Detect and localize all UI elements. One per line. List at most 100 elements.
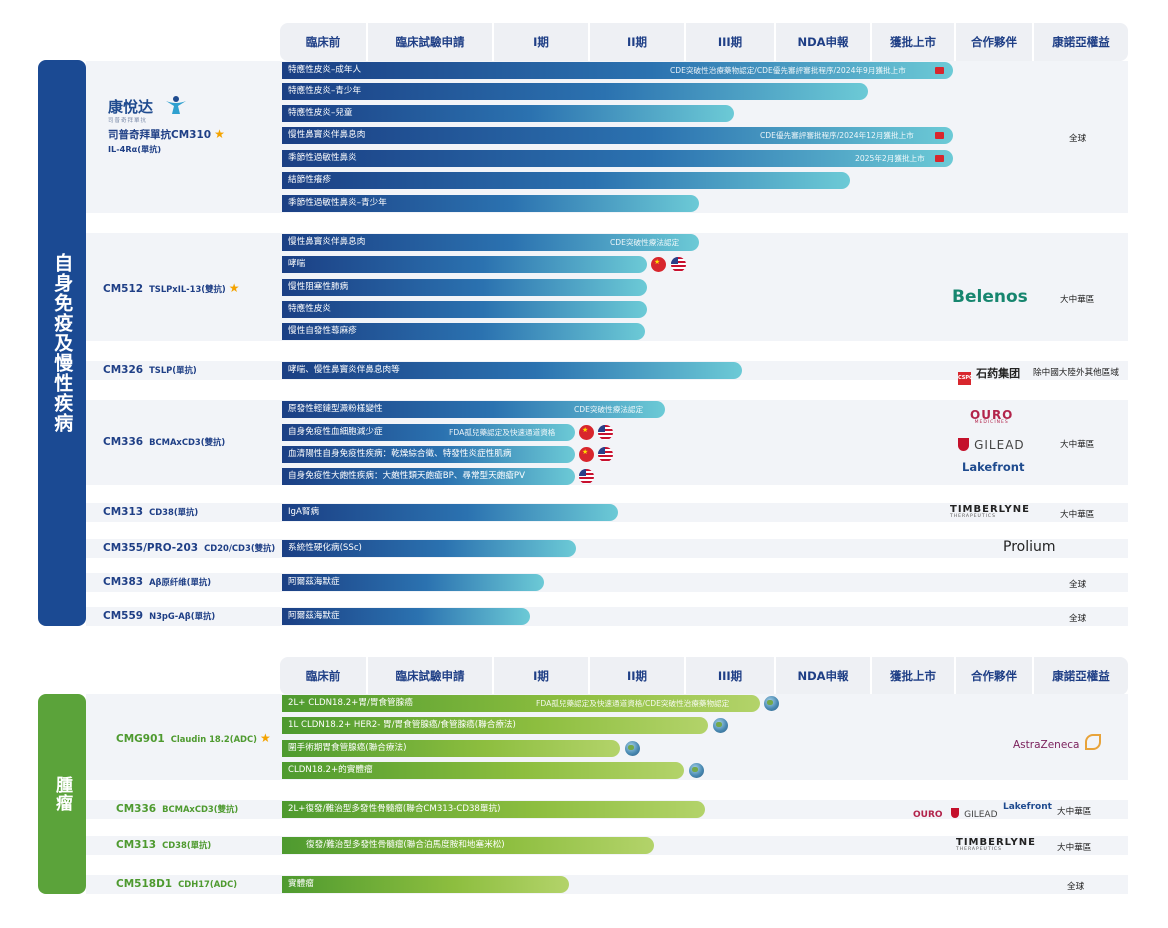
- gilead-shield-icon: [951, 808, 959, 818]
- cspc-logo: CSPC 石药集团: [958, 362, 1020, 385]
- bar-cm310-ad-adult: 特應性皮炎–成年人: [282, 62, 953, 79]
- cm559-target: N3pG-Aβ(單抗): [149, 611, 216, 621]
- timberlyne-logo: TIMBERLYNE THERAPEUTICS: [950, 504, 1030, 519]
- china-flag-icon: [579, 447, 594, 462]
- bar-cm512-csu: 慢性自發性蕁麻疹: [282, 323, 645, 340]
- bar-label: 實體瘤: [288, 879, 314, 889]
- cm336-name: CM336 BCMAxCD3(雙抗): [103, 436, 225, 448]
- timberlyne-name: TIMBERLYNE: [956, 837, 1036, 848]
- cm355-name: CM355/PRO-203 CD20/CD3(雙抗): [103, 542, 275, 554]
- bar-cm313: IgA腎病: [282, 504, 618, 521]
- cm310-title: 司普奇拜單抗CM310: [108, 129, 212, 141]
- header-row-immune: 臨床前 臨床試驗申請 I期 II期 III期 NDA申報 獲批上市 合作夥伴 康…: [280, 23, 1128, 61]
- bar-onc-cm336: 2L+復發/難治型多發性骨髓瘤(聯合CM313-CD38單抗): [282, 801, 705, 818]
- bar-label: 自身免疫性血細胞減少症: [288, 427, 383, 437]
- header-phase3: III期: [717, 35, 743, 49]
- bar-label: 哮喘、慢性鼻竇炎伴鼻息肉等: [288, 365, 400, 375]
- header-row-oncology: 臨床前 臨床試驗申請 I期 II期 III期 NDA申報 獲批上市 合作夥伴 康…: [280, 657, 1128, 695]
- onc-cm313-rights: 大中華區: [1057, 843, 1092, 853]
- china-flag-icon: [651, 257, 666, 272]
- onc-cm313-title: CM313: [116, 839, 157, 851]
- cm310-name: 司普奇拜單抗CM310 ★: [108, 127, 225, 142]
- lakefront-logo: Lakefront: [962, 460, 1025, 474]
- bar-cm336-aic: 自身免疫性血細胞減少症: [282, 424, 575, 441]
- cm383-target: Aβ原纤维(單抗): [149, 577, 212, 587]
- gilead-logo: GILEAD: [958, 434, 1025, 453]
- bar-cmg901-solid: CLDN18.2+的實體瘤: [282, 762, 684, 779]
- cm326-target: TSLP(單抗): [149, 365, 197, 375]
- header-divider: [492, 23, 494, 61]
- bar-cm326: 哮喘、慢性鼻竇炎伴鼻息肉等: [282, 362, 742, 379]
- bar-label: 哮喘: [288, 259, 306, 269]
- group-cm383: [86, 573, 1128, 592]
- cm313-name: CM313 CD38(單抗): [103, 506, 198, 518]
- header-divider: [954, 657, 956, 695]
- cm512-name: CM512 TSLPxIL-13(雙抗) ★: [103, 281, 239, 295]
- cm326-name: CM326 TSLP(單抗): [103, 364, 197, 376]
- header-divider: [684, 23, 686, 61]
- cm310-target: IL-4Rα(單抗): [108, 144, 162, 154]
- header-preclinical: 臨床前: [305, 669, 341, 683]
- gilead-logo: GILEAD: [951, 802, 998, 821]
- cm383-title: CM383: [103, 576, 144, 588]
- header-phase2: II期: [626, 35, 648, 49]
- header-divider: [1032, 23, 1034, 61]
- cm518d1-name: CM518D1 CDH17(ADC): [116, 878, 237, 890]
- cm310-brand-logo: 康悅达 司普奇拜單抗: [108, 95, 188, 124]
- header-divider: [366, 657, 368, 695]
- bar-cm336-al: 原發性輕鏈型澱粉樣變性: [282, 401, 665, 418]
- cspc-mark-icon: CSPC: [958, 372, 973, 385]
- star-icon: ★: [214, 127, 225, 141]
- header-divider: [870, 23, 872, 61]
- header-divider: [684, 657, 686, 695]
- china-flag-icon: [579, 425, 594, 440]
- astrazeneca-logo: AstraZeneca: [1013, 733, 1101, 752]
- bar-onc-cm313: 復發/難治型多發性骨髓瘤(聯合泊馬度胺和地塞米松): [282, 837, 654, 854]
- cm313-rights: 大中華區: [1060, 510, 1095, 520]
- bar-label: 血清陽性自身免疫性疾病：乾燥綜合徵、特發性炎症性肌病: [288, 449, 512, 459]
- bar-cm383: 阿爾茲海默症: [282, 574, 544, 591]
- gilead-name: GILEAD: [974, 438, 1025, 452]
- header-rights: 康諾亞權益: [1052, 35, 1110, 49]
- bar-label: 圍手術期胃食管腺癌(聯合療法): [288, 743, 407, 753]
- bar-label: 復發/難治型多發性骨髓瘤(聯合泊馬度胺和地塞米松): [306, 840, 505, 850]
- globe-icon: [689, 763, 704, 778]
- gilead-shield-icon: [958, 438, 969, 451]
- bar-cm310-ad-teen: 特應性皮炎–青少年: [282, 83, 868, 100]
- bar-cm512-ad: 特應性皮炎: [282, 301, 647, 318]
- bar-label: 特應性皮炎: [288, 304, 331, 314]
- cm336-title: CM336: [103, 436, 144, 448]
- ouro-sub: MEDICINES: [974, 420, 1009, 425]
- bar-cm310-ad-child: 特應性皮炎–兒童: [282, 105, 734, 122]
- cmg901-title: CMG901: [116, 733, 165, 745]
- cm559-rights: 全球: [1069, 614, 1087, 624]
- header-nda: NDA申報: [797, 35, 849, 49]
- bar-label: CLDN18.2+的實體瘤: [288, 765, 373, 775]
- cmg901-target: Claudin 18.2(ADC): [170, 734, 257, 744]
- bar-label: 阿爾茲海默症: [288, 611, 340, 621]
- header-divider: [774, 657, 776, 695]
- location-pin-icon: [935, 155, 944, 162]
- bar-cm310-sar-teen: 季節性過敏性鼻炎–青少年: [282, 195, 699, 212]
- bar-note: CDE突破性治療藥物認定/CDE優先審評審批程序/2024年9月獲批上市: [670, 66, 906, 75]
- header-partner: 合作夥伴: [971, 35, 1017, 49]
- cmg901-name: CMG901 Claudin 18.2(ADC) ★: [116, 731, 271, 745]
- header-divider: [774, 23, 776, 61]
- bar-label: 慢性鼻竇炎伴鼻息肉: [288, 237, 366, 247]
- onc-cm336-target: BCMAxCD3(雙抗): [162, 804, 239, 814]
- ouro-name: OURO: [913, 810, 943, 820]
- timberlyne-sub: THERAPEUTICS: [950, 514, 996, 519]
- bar-label: 慢性阻塞性肺病: [288, 282, 349, 292]
- cm383-rights: 全球: [1069, 580, 1087, 590]
- us-flag-icon: [671, 257, 686, 272]
- bar-label: 慢性自發性蕁麻疹: [288, 326, 357, 336]
- bar-cm512-crswnp: 慢性鼻竇炎伴鼻息肉: [282, 234, 699, 251]
- header-divider: [1032, 657, 1034, 695]
- cm518d1-target: CDH17(ADC): [178, 879, 238, 889]
- header-ind: 臨床試驗申請: [395, 35, 465, 49]
- ouro-name: OURO: [970, 408, 1014, 422]
- bar-label: 2L+復發/難治型多發性骨髓瘤(聯合CM313-CD38單抗): [288, 804, 501, 814]
- cm559-title: CM559: [103, 610, 144, 622]
- bar-cmg901-2l: 2L+ CLDN18.2+胃/胃食管腺癌: [282, 695, 760, 712]
- bar-cm310-crswnp: 慢性鼻竇炎伴鼻息肉: [282, 127, 953, 144]
